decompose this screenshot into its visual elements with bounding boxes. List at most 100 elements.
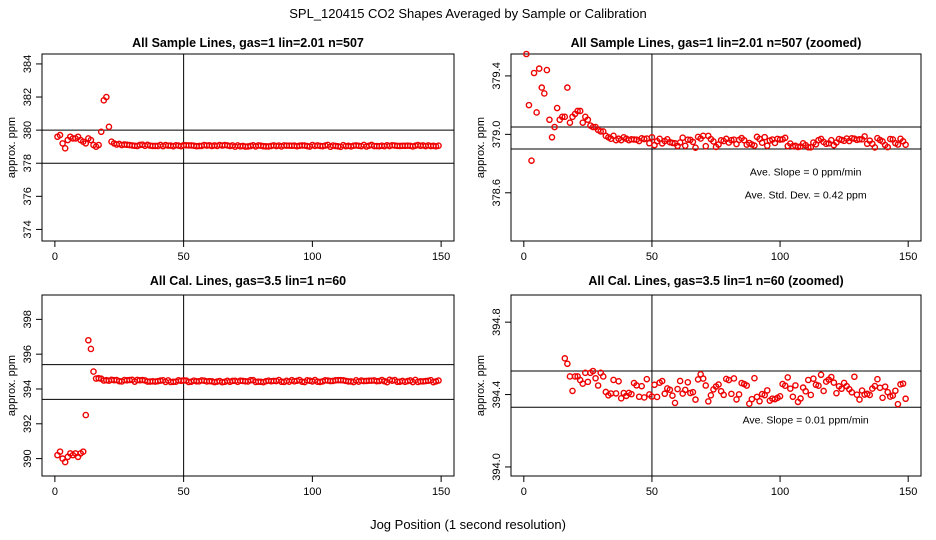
data-point xyxy=(751,374,758,382)
panel-title: All Cal. Lines, gas=3.5 lin=1 n=60 xyxy=(150,274,346,288)
data-point xyxy=(902,141,909,149)
data-point xyxy=(853,391,861,399)
data-point xyxy=(879,394,886,402)
x-tick-label: 0 xyxy=(521,251,527,263)
data-point xyxy=(856,396,863,403)
data-point xyxy=(525,101,533,109)
data-point xyxy=(653,393,661,401)
data-point xyxy=(692,396,699,403)
data-point xyxy=(571,373,579,380)
data-point xyxy=(851,373,858,381)
data-point xyxy=(751,142,758,149)
data-point xyxy=(815,382,822,390)
data-point xyxy=(589,367,597,375)
data-point xyxy=(574,107,581,115)
data-point xyxy=(889,392,897,399)
data-point xyxy=(435,377,442,384)
x-tick-label: 50 xyxy=(178,486,190,498)
data-point xyxy=(763,387,771,394)
data-point xyxy=(561,113,569,121)
data-point xyxy=(535,65,543,72)
data-point xyxy=(566,119,574,126)
y-tick-label: 394.0 xyxy=(491,453,503,481)
data-point xyxy=(564,360,571,368)
data-point xyxy=(894,141,902,148)
data-point xyxy=(576,107,584,115)
data-point xyxy=(689,388,697,396)
x-tick-label: 150 xyxy=(899,486,917,498)
data-point xyxy=(707,392,715,399)
panel-bottom-left: All Cal. Lines, gas=3.5 lin=1 n=60 appro… xyxy=(6,274,455,498)
data-point xyxy=(95,141,102,149)
data-point xyxy=(781,382,789,389)
data-point xyxy=(594,382,602,389)
data-point xyxy=(543,66,551,74)
data-point xyxy=(792,382,799,389)
data-point xyxy=(610,376,617,384)
data-point xyxy=(674,385,681,393)
y-tick-label: 374 xyxy=(22,220,34,238)
data-point xyxy=(699,375,707,382)
y-tick-label: 394.8 xyxy=(491,308,503,336)
plot-frame xyxy=(510,294,922,477)
data-point xyxy=(59,140,66,147)
data-point xyxy=(584,116,592,124)
data-point xyxy=(528,157,535,164)
x-tick-label: 50 xyxy=(646,486,658,498)
data-point xyxy=(676,139,684,146)
data-point xyxy=(694,376,702,383)
data-point xyxy=(781,134,789,142)
y-tick-label: 394.4 xyxy=(491,381,503,409)
x-tick-label: 0 xyxy=(52,251,58,263)
x-tick-label: 150 xyxy=(432,251,450,263)
data-point xyxy=(871,144,879,151)
data-point xyxy=(838,385,845,393)
y-tick-label: 390 xyxy=(22,449,34,467)
data-point xyxy=(541,90,548,97)
data-point xyxy=(658,377,666,385)
y-tick-label: 378 xyxy=(22,154,34,172)
figure-title: SPL_120415 CO2 Shapes Averaged by Sample… xyxy=(289,6,647,21)
data-point xyxy=(548,133,556,141)
data-point xyxy=(669,139,676,147)
data-point xyxy=(886,135,894,143)
data-point xyxy=(776,393,784,400)
y-axis-label: approx. ppm xyxy=(475,355,487,416)
annotation: Ave. Std. Dev. = 0.42 ppm xyxy=(745,190,867,202)
data-point xyxy=(56,448,64,455)
data-point xyxy=(615,378,622,385)
y-tick-label: 394 xyxy=(22,380,34,398)
data-point xyxy=(628,390,635,398)
data-point xyxy=(787,385,794,392)
data-point xyxy=(881,383,889,390)
data-point xyxy=(692,144,699,151)
y-tick-label: 378.6 xyxy=(491,179,503,207)
data-point xyxy=(61,458,69,466)
data-point xyxy=(553,104,561,112)
panel-title: All Sample Lines, gas=1 lin=2.01 n=507 xyxy=(132,36,364,50)
y-tick-label: 398 xyxy=(22,310,34,328)
data-point xyxy=(748,395,756,403)
data-point xyxy=(612,390,620,397)
data-point xyxy=(761,133,768,141)
plot-frame xyxy=(510,53,922,242)
data-point xyxy=(807,391,815,399)
data-point xyxy=(761,391,768,399)
data-point xyxy=(684,379,692,386)
data-point xyxy=(523,50,530,58)
y-tick-label: 379.0 xyxy=(491,121,503,149)
data-point xyxy=(892,387,899,395)
x-tick-label: 0 xyxy=(521,486,527,498)
data-point xyxy=(651,381,658,389)
data-point xyxy=(756,397,763,405)
data-point xyxy=(828,136,835,144)
data-point xyxy=(884,143,891,151)
data-point xyxy=(82,411,90,419)
data-point xyxy=(681,386,689,394)
y-tick-label: 396 xyxy=(22,345,34,363)
x-tick-label: 150 xyxy=(432,486,450,498)
data-point xyxy=(720,391,727,399)
data-point xyxy=(789,393,797,401)
y-axis-label: approx. ppm xyxy=(6,355,18,416)
data-point xyxy=(702,142,710,150)
